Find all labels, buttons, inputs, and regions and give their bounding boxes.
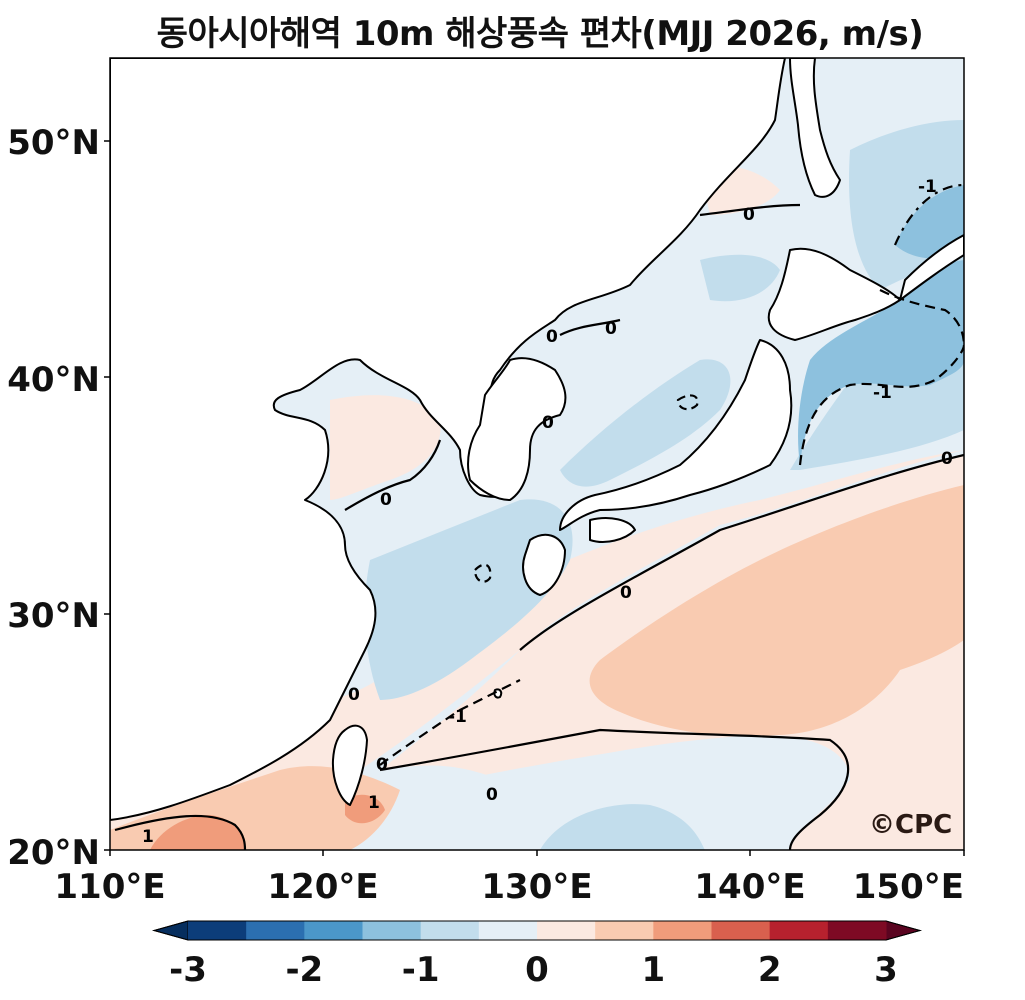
contour-label: 0 <box>941 449 953 469</box>
x-tick-label: 140°E <box>694 867 805 907</box>
y-tick-label: 20°N <box>7 833 100 873</box>
anomaly-region-negative-south-inner <box>540 804 705 850</box>
colorbar-tick-label: 0 <box>525 950 549 990</box>
anomaly-region-positive-south <box>110 450 964 850</box>
contour-label: 0 <box>743 205 755 225</box>
anomaly-region-negative-south <box>380 740 850 850</box>
colorbar-tick-label: 1 <box>641 950 665 990</box>
colorbar-segment <box>362 921 422 940</box>
contour-zero-east-china-sea-dashed <box>379 679 521 766</box>
colorbar: -3 -2 -1 0 1 2 3 <box>152 920 922 990</box>
contour-zero-southern-loop <box>379 728 850 850</box>
anomaly-region-negative-east-china-sea <box>364 499 573 700</box>
colorbar-segment <box>420 921 480 940</box>
map-plot-area: 0 0 0 0 0 0 0 0 0 0 -1 -1 -1 1 1 ©CPC <box>110 58 964 850</box>
colorbar-segment <box>246 921 305 940</box>
land-hokkaido <box>767 247 901 341</box>
y-tick-label: 40°N <box>7 360 100 400</box>
anomaly-region-negative-sea-of-japan <box>560 359 731 487</box>
contour-label: 1 <box>142 827 154 847</box>
land-shikoku <box>589 517 636 543</box>
colorbar-segment <box>188 921 247 940</box>
colorbar-tick-label: 3 <box>874 950 898 990</box>
contour-label: -1 <box>873 383 892 403</box>
contour-minus-one-pacific-north <box>879 289 964 346</box>
contour-label: -1 <box>448 707 467 727</box>
colorbar-tick-label: -1 <box>402 950 440 990</box>
land-taiwan <box>331 724 368 806</box>
colorbar-extend-high <box>885 920 922 941</box>
colorbar-segment <box>711 921 771 940</box>
axis-tick-marks <box>104 140 965 856</box>
contour-label: 1 <box>368 793 380 813</box>
colorbar-segment <box>537 921 596 940</box>
colorbar-segment <box>595 921 654 940</box>
colorbar-tick-label: -2 <box>285 950 323 990</box>
contour-label: 0 <box>542 413 554 433</box>
y-axis-labels: 20°N 30°N 40°N 50°N <box>7 123 100 873</box>
contour-label: 0 <box>376 755 388 775</box>
contour-lines <box>114 183 964 850</box>
land-honshu <box>559 339 793 531</box>
colorbar-tick-label: -3 <box>169 950 207 990</box>
contour-label: 0 <box>546 327 558 347</box>
contour-label: 0 <box>486 785 498 805</box>
colorbar-extend-low <box>152 920 189 941</box>
land-kyushu <box>522 533 566 596</box>
contour-zero-south-solid <box>519 453 964 651</box>
x-tick-label: 150°E <box>853 867 964 907</box>
colorbar-segment <box>827 921 887 940</box>
anomaly-region-positive-southwest-strong <box>150 815 245 850</box>
anomaly-region-positive-band <box>589 485 964 737</box>
y-tick-label: 30°N <box>7 596 100 636</box>
cpc-watermark: ©CPC <box>869 810 952 840</box>
colorbar-tick-label: 2 <box>758 950 782 990</box>
contour-label: -1 <box>918 177 937 197</box>
land-kuril-islands <box>899 234 964 301</box>
x-tick-label: 110°E <box>54 867 165 907</box>
contour-small-loop-sea-of-japan <box>676 394 699 411</box>
contour-zero-yellow-sea <box>344 439 442 511</box>
land-asia-continent <box>110 58 786 821</box>
anomaly-region-positive-taiwan-strait <box>345 794 385 824</box>
anomaly-region-positive-bohai <box>330 395 441 500</box>
contour-small-loop-ecs <box>473 563 492 583</box>
anomaly-region-negative-pacific-strong <box>798 255 964 465</box>
contour-zero-korea-east <box>559 318 621 336</box>
contour-label: 0 <box>380 490 392 510</box>
y-tick-label: 50°N <box>7 123 100 163</box>
colorbar-segment <box>653 921 712 940</box>
contour-minus-one-pacific <box>798 344 964 466</box>
contour-label: 0 <box>348 685 360 705</box>
colorbar-segment <box>478 921 538 940</box>
map-title: 동아시아해역 10m 해상풍속 편차(MJJ 2026, m/s) <box>156 14 924 54</box>
land-sakhalin <box>789 58 841 198</box>
x-tick-label: 120°E <box>267 867 378 907</box>
land-masses <box>110 58 964 821</box>
anomaly-region-negative-okhotsk-strong <box>895 185 964 259</box>
contour-minus-one-okhotsk <box>893 183 964 246</box>
land-korean-peninsula <box>467 357 567 501</box>
colorbar-segment <box>304 921 363 940</box>
contour-label: 0 <box>605 319 617 339</box>
x-axis-labels: 110°E 120°E 130°E 140°E 150°E <box>54 867 964 907</box>
contour-label: 0 <box>620 583 632 603</box>
contour-zero-sea-of-japan-north <box>699 203 801 217</box>
colorbar-frame <box>152 920 922 941</box>
colorbar-segment <box>769 921 829 940</box>
contour-labels: 0 0 0 0 0 0 0 0 0 0 -1 -1 -1 1 1 <box>142 177 953 847</box>
anomaly-region-negative-north-sea-of-japan <box>700 254 780 302</box>
contour-zero-southwest <box>114 814 247 850</box>
x-tick-label: 130°E <box>481 867 592 907</box>
